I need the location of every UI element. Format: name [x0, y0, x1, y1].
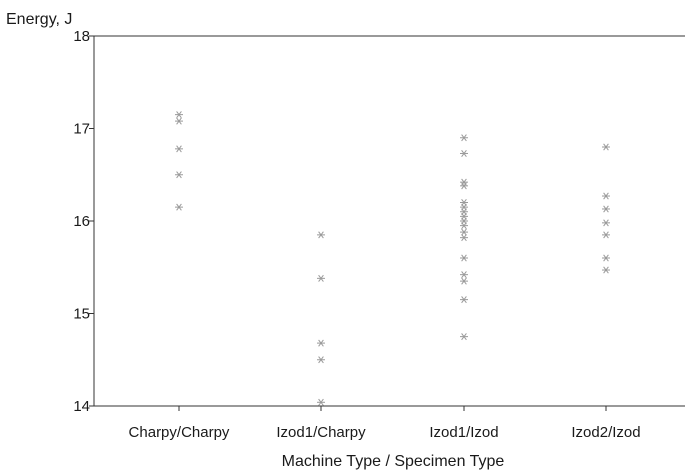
- data-point: [460, 208, 468, 216]
- data-point: [317, 231, 325, 239]
- data-point: [175, 111, 183, 119]
- data-point: [460, 203, 468, 211]
- data-point: [317, 274, 325, 282]
- x-tick-label: Izod2/Izod: [571, 424, 640, 441]
- data-point: [602, 219, 610, 227]
- data-point: [460, 149, 468, 157]
- data-point: [175, 203, 183, 211]
- x-tick-label: Izod1/Charpy: [276, 424, 366, 441]
- data-point: [460, 182, 468, 190]
- data-point: [460, 254, 468, 262]
- x-axis-title: Machine Type / Specimen Type: [282, 453, 505, 470]
- data-point: [175, 171, 183, 179]
- data-point: [460, 134, 468, 142]
- data-point: [175, 117, 183, 125]
- data-point: [460, 271, 468, 279]
- data-point: [460, 228, 468, 236]
- data-point: [460, 333, 468, 341]
- data-point: [460, 296, 468, 304]
- data-point: [460, 217, 468, 225]
- x-tick-label: Izod1/Izod: [429, 424, 498, 441]
- y-axis-ticks: 14 15 16 17 18: [73, 28, 94, 415]
- data-point: [460, 199, 468, 206]
- y-tick-label-15: 15: [73, 306, 90, 323]
- data-points: [175, 111, 610, 406]
- data-point: [460, 222, 468, 230]
- y-tick-label-16: 16: [73, 213, 90, 230]
- x-axis-ticks: Charpy/Charpy Izod1/Charpy Izod1/Izod Izod2…: [129, 406, 641, 441]
- data-point: [317, 356, 325, 364]
- data-point: [602, 254, 610, 262]
- y-tick-label-17: 17: [73, 121, 90, 138]
- data-point: [460, 277, 468, 285]
- data-point: [602, 143, 610, 151]
- data-point: [602, 205, 610, 213]
- y-axis-title: Energy, J: [6, 11, 72, 28]
- data-point: [602, 231, 610, 239]
- data-point: [317, 398, 325, 406]
- data-point: [602, 266, 610, 274]
- data-point: [460, 178, 468, 186]
- data-point: [460, 212, 468, 220]
- data-point: [460, 234, 468, 242]
- data-point: [175, 145, 183, 153]
- data-point: [317, 339, 325, 347]
- data-point: [602, 192, 610, 200]
- y-tick-label-18: 18: [73, 28, 90, 45]
- x-tick-label: Charpy/Charpy: [129, 424, 230, 441]
- y-tick-label-14: 14: [73, 398, 90, 415]
